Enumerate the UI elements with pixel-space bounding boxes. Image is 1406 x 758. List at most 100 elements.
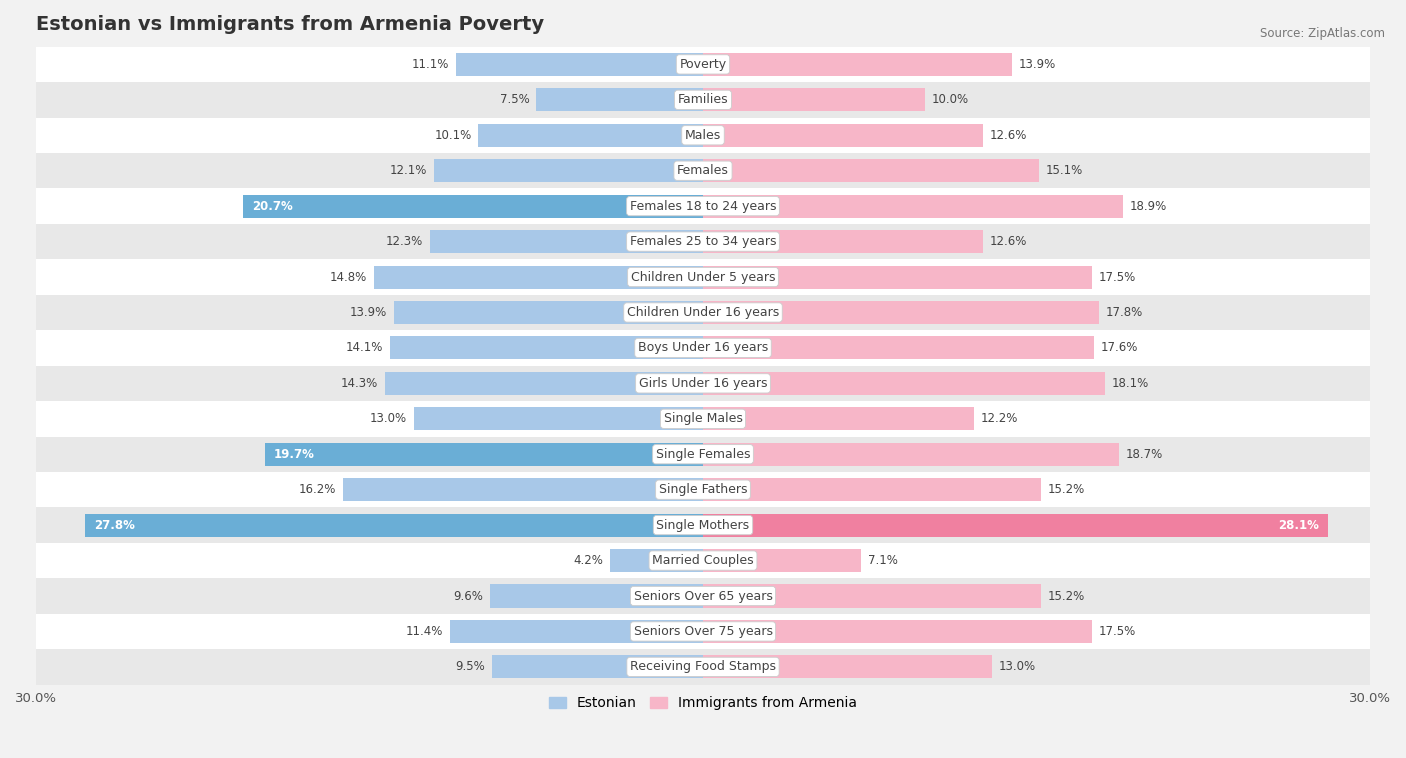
Bar xyxy=(37,82,1369,117)
Bar xyxy=(37,614,1369,649)
Bar xyxy=(456,53,703,76)
Bar xyxy=(37,47,1369,82)
Text: 17.5%: 17.5% xyxy=(1098,625,1136,638)
Bar xyxy=(489,584,703,607)
Bar xyxy=(703,265,1092,289)
Text: Children Under 16 years: Children Under 16 years xyxy=(627,306,779,319)
Text: 12.6%: 12.6% xyxy=(990,129,1028,142)
Text: Receiving Food Stamps: Receiving Food Stamps xyxy=(630,660,776,673)
Bar xyxy=(37,365,1369,401)
Bar xyxy=(478,124,703,147)
Text: Single Fathers: Single Fathers xyxy=(659,483,747,496)
Text: 13.9%: 13.9% xyxy=(1019,58,1056,71)
Bar xyxy=(389,337,703,359)
Text: 19.7%: 19.7% xyxy=(274,448,315,461)
Bar xyxy=(429,230,703,253)
Text: 7.1%: 7.1% xyxy=(868,554,897,567)
Bar xyxy=(703,53,1012,76)
Bar xyxy=(413,407,703,431)
Bar xyxy=(37,578,1369,614)
Text: 12.3%: 12.3% xyxy=(385,235,423,248)
Text: 16.2%: 16.2% xyxy=(298,483,336,496)
Text: Boys Under 16 years: Boys Under 16 years xyxy=(638,341,768,355)
Text: Estonian vs Immigrants from Armenia Poverty: Estonian vs Immigrants from Armenia Pove… xyxy=(37,15,544,34)
Bar xyxy=(492,656,703,678)
Text: 10.1%: 10.1% xyxy=(434,129,472,142)
Bar xyxy=(385,372,703,395)
Text: 13.0%: 13.0% xyxy=(998,660,1036,673)
Text: 15.2%: 15.2% xyxy=(1047,483,1085,496)
Bar xyxy=(450,620,703,643)
Text: 20.7%: 20.7% xyxy=(252,199,292,213)
Text: Single Males: Single Males xyxy=(664,412,742,425)
Bar xyxy=(37,507,1369,543)
Text: Source: ZipAtlas.com: Source: ZipAtlas.com xyxy=(1260,27,1385,39)
Bar xyxy=(37,543,1369,578)
Bar xyxy=(703,337,1094,359)
Bar xyxy=(703,230,983,253)
Bar xyxy=(536,89,703,111)
Text: Girls Under 16 years: Girls Under 16 years xyxy=(638,377,768,390)
Bar xyxy=(37,224,1369,259)
Bar xyxy=(703,159,1039,182)
Text: Families: Families xyxy=(678,93,728,106)
Bar xyxy=(703,407,974,431)
Legend: Estonian, Immigrants from Armenia: Estonian, Immigrants from Armenia xyxy=(543,691,863,716)
Bar xyxy=(37,295,1369,330)
Bar xyxy=(243,195,703,218)
Bar xyxy=(37,472,1369,507)
Text: 11.1%: 11.1% xyxy=(412,58,450,71)
Text: 15.1%: 15.1% xyxy=(1046,164,1083,177)
Text: Seniors Over 75 years: Seniors Over 75 years xyxy=(634,625,772,638)
Bar xyxy=(703,443,1119,465)
Text: 10.0%: 10.0% xyxy=(932,93,969,106)
Text: 11.4%: 11.4% xyxy=(405,625,443,638)
Text: 17.8%: 17.8% xyxy=(1105,306,1143,319)
Text: 9.5%: 9.5% xyxy=(456,660,485,673)
Text: Single Mothers: Single Mothers xyxy=(657,518,749,531)
Text: 17.5%: 17.5% xyxy=(1098,271,1136,283)
Bar xyxy=(703,124,983,147)
Text: 13.0%: 13.0% xyxy=(370,412,408,425)
Text: 28.1%: 28.1% xyxy=(1278,518,1319,531)
Text: 4.2%: 4.2% xyxy=(574,554,603,567)
Text: 14.1%: 14.1% xyxy=(346,341,382,355)
Bar xyxy=(703,89,925,111)
Bar xyxy=(703,372,1105,395)
Text: Single Females: Single Females xyxy=(655,448,751,461)
Text: Females: Females xyxy=(678,164,728,177)
Text: 13.9%: 13.9% xyxy=(350,306,387,319)
Text: Children Under 5 years: Children Under 5 years xyxy=(631,271,775,283)
Bar xyxy=(84,514,703,537)
Bar xyxy=(37,259,1369,295)
Text: 18.7%: 18.7% xyxy=(1125,448,1163,461)
Bar xyxy=(610,549,703,572)
Bar xyxy=(703,584,1040,607)
Text: Females 18 to 24 years: Females 18 to 24 years xyxy=(630,199,776,213)
Bar xyxy=(703,620,1092,643)
Bar xyxy=(374,265,703,289)
Bar xyxy=(703,549,860,572)
Bar xyxy=(37,117,1369,153)
Text: 14.8%: 14.8% xyxy=(330,271,367,283)
Bar xyxy=(703,301,1098,324)
Text: 12.1%: 12.1% xyxy=(389,164,427,177)
Text: 12.6%: 12.6% xyxy=(990,235,1028,248)
Bar xyxy=(37,153,1369,189)
Text: 27.8%: 27.8% xyxy=(94,518,135,531)
Text: 17.6%: 17.6% xyxy=(1101,341,1139,355)
Text: 18.1%: 18.1% xyxy=(1112,377,1149,390)
Bar xyxy=(703,656,993,678)
Bar xyxy=(434,159,703,182)
Text: Poverty: Poverty xyxy=(679,58,727,71)
Bar xyxy=(37,330,1369,365)
Bar xyxy=(343,478,703,501)
Text: Seniors Over 65 years: Seniors Over 65 years xyxy=(634,590,772,603)
Bar xyxy=(394,301,703,324)
Bar xyxy=(37,401,1369,437)
Bar xyxy=(703,195,1123,218)
Text: 12.2%: 12.2% xyxy=(981,412,1018,425)
Bar xyxy=(37,437,1369,472)
Text: 9.6%: 9.6% xyxy=(453,590,482,603)
Text: Males: Males xyxy=(685,129,721,142)
